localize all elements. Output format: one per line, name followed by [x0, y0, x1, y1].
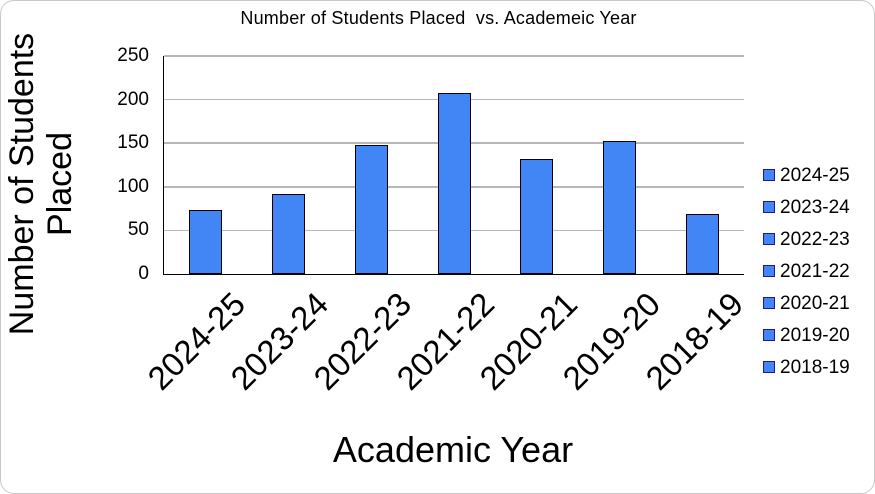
legend-label: 2021-22 — [780, 260, 850, 282]
legend-item-2018-19[interactable]: 2018-19 — [763, 351, 850, 383]
legend-marker-icon — [763, 265, 775, 277]
legend-item-2023-24[interactable]: 2023-24 — [763, 191, 850, 223]
legend-label: 2018-19 — [780, 356, 850, 378]
legend-label: 2020-21 — [780, 292, 850, 314]
bar-2022-23[interactable] — [354, 144, 388, 274]
legend-marker-icon — [763, 201, 775, 213]
x-axis-title: Academic Year — [332, 429, 574, 470]
y-tick-label-150: 150 — [117, 132, 149, 154]
plot-area — [163, 55, 744, 275]
bar-2021-22[interactable] — [437, 92, 471, 274]
y-tick-label-100: 100 — [117, 175, 149, 197]
chart-title: Number of Students Placed vs. Academeic … — [240, 8, 637, 28]
legend-marker-icon — [763, 297, 775, 309]
y-tick-label-0: 0 — [138, 263, 149, 284]
y-axis-title: Number of Students Placed — [3, 32, 79, 336]
legend-label: 2024-25 — [780, 164, 850, 186]
y-tick-label-200: 200 — [117, 88, 149, 110]
legend-item-2019-20[interactable]: 2019-20 — [763, 319, 850, 351]
legend-item-2020-21[interactable]: 2020-21 — [763, 287, 850, 319]
legend-item-2021-22[interactable]: 2021-22 — [763, 255, 850, 287]
legend-label: 2023-24 — [780, 196, 850, 218]
bar-2024-25[interactable] — [188, 210, 222, 274]
bar-2019-20[interactable] — [603, 141, 637, 274]
legend-marker-icon — [763, 233, 775, 245]
legend-item-2024-25[interactable]: 2024-25 — [763, 159, 850, 191]
bar-2020-21[interactable] — [520, 158, 554, 274]
bar-2023-24[interactable] — [271, 193, 305, 274]
y-tick-label-250: 250 — [117, 45, 149, 66]
legend-marker-icon — [763, 329, 775, 341]
y-tick-label-50: 50 — [127, 219, 149, 241]
legend-marker-icon — [763, 169, 775, 181]
legend-label: 2019-20 — [780, 324, 850, 346]
legend-label: 2022-23 — [780, 228, 850, 250]
bar-2018-19[interactable] — [686, 213, 720, 274]
legend-item-2022-23[interactable]: 2022-23 — [763, 223, 850, 255]
gridline-250 — [164, 55, 744, 57]
legend: 2024-25 2023-24 2022-23 2021-22 2020-21 2019-… — [763, 159, 850, 383]
legend-marker-icon — [763, 361, 775, 373]
